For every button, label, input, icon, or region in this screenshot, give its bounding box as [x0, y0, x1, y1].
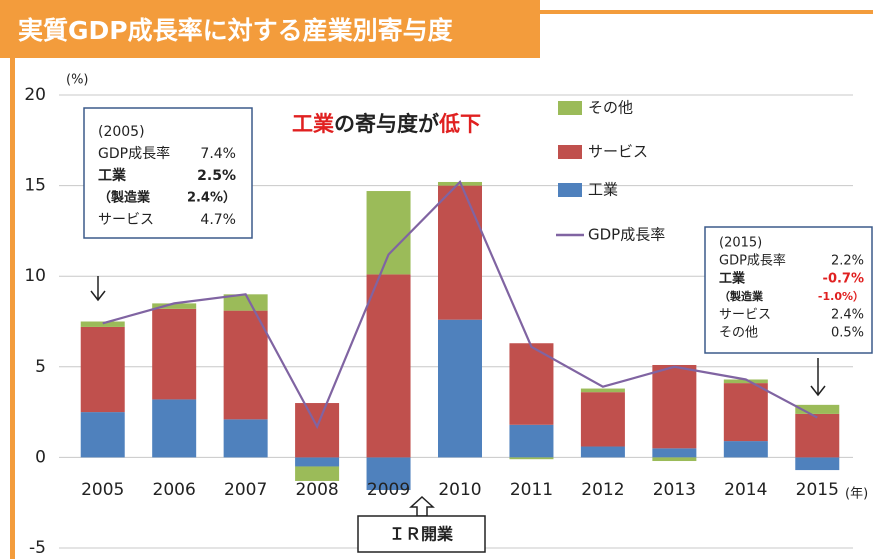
bar-segment: [80, 326, 125, 413]
annotation-title: (2005): [98, 124, 145, 140]
bar-segment: [509, 343, 554, 425]
bar-segment: [580, 388, 625, 393]
annotation-label: GDP成長率: [719, 253, 786, 269]
line-series: [102, 180, 818, 430]
ir-box: [357, 515, 486, 553]
title-bar: [0, 0, 540, 58]
annotation-label: サービス: [719, 308, 771, 323]
bar-segment: [438, 185, 482, 320]
bar-segment: [80, 321, 125, 327]
bar-segment: [795, 457, 840, 471]
x-tick-label: 2011: [510, 480, 553, 500]
x-tick-label: 2015: [796, 480, 839, 500]
bar-segment: [652, 457, 697, 462]
annotation-value: 2.2%: [831, 254, 864, 269]
x-tick-label: 2012: [581, 480, 624, 500]
legend-swatch: [558, 145, 582, 159]
bar-segment: [366, 191, 411, 275]
frame-left: [10, 10, 15, 559]
annotation-label: その他: [719, 326, 758, 341]
legend-label: その他: [588, 99, 633, 117]
arrow: [810, 358, 826, 397]
annotation-title: (2015): [719, 236, 762, 251]
annotation-label: 工業: [719, 271, 746, 287]
y-tick-label: 5: [35, 357, 46, 377]
annotation-label: （製造業: [719, 289, 764, 303]
annotation-label: GDP成長率: [98, 145, 170, 162]
annotation-value: 2.4%: [831, 308, 864, 323]
bar-segment: [152, 303, 197, 309]
arrow: [90, 276, 106, 302]
chart-title: 実質GDP成長率に対する産業別寄与度: [18, 16, 453, 45]
bar-segment: [580, 446, 625, 458]
x-tick-label: 2007: [224, 480, 267, 500]
legend-label: 工業: [588, 181, 618, 199]
annotation-value: 2.4%）: [187, 190, 236, 206]
x-tick-label: 2013: [653, 480, 696, 500]
bar-segment: [223, 294, 268, 311]
bar-segment: [223, 419, 268, 458]
bar-segment: [580, 392, 625, 447]
bar-segment: [652, 364, 697, 449]
bar-segment: [795, 404, 840, 414]
bar-segment: [295, 457, 340, 467]
x-tick-label: 2008: [295, 480, 338, 500]
bar-segment: [438, 319, 482, 458]
bar-segment: [223, 310, 268, 420]
legend-label: サービス: [588, 143, 648, 161]
x-tick-label: 2005: [81, 480, 124, 500]
x-tick-label: 2006: [153, 480, 196, 500]
bar-segment: [723, 379, 768, 384]
legend-swatch: [558, 101, 582, 115]
legend-swatch: [558, 183, 582, 197]
bar-segment: [652, 448, 697, 458]
annotation-box: [704, 226, 873, 354]
bar-segment: [795, 413, 840, 458]
bar-segment: [80, 412, 125, 458]
annotation-label: 工業: [98, 167, 127, 184]
y-tick-label: 20: [24, 85, 46, 105]
x-axis-label: (年): [845, 487, 868, 502]
annotation-value: 2.5%: [197, 168, 236, 184]
bar-segment: [295, 403, 340, 458]
bar-segment: [366, 274, 411, 458]
headline-part: の寄与度が: [334, 112, 439, 136]
annotation-value: -0.7%: [823, 272, 864, 287]
bar-segment: [509, 424, 554, 458]
legend-label: GDP成長率: [588, 226, 665, 244]
headline-part: 工業: [292, 112, 335, 136]
annotation-label: サービス: [98, 212, 154, 228]
bar-segment: [295, 466, 340, 481]
annotation-value: 7.4%: [200, 146, 236, 162]
bar-segment: [366, 457, 411, 491]
annotation-value: 4.7%: [200, 212, 236, 228]
headline: 工業の寄与度が低下: [292, 112, 481, 136]
bar-segment: [723, 383, 768, 442]
y-tick-label: 0: [35, 447, 46, 467]
annotation-value: 0.5%: [831, 326, 864, 341]
bar-segment: [152, 399, 197, 458]
x-tick-label: 2014: [724, 480, 767, 500]
y-tick-label: 10: [24, 266, 46, 286]
annotation-value: -1.0%）: [818, 290, 864, 303]
bar-segment: [509, 457, 554, 460]
y-axis-label: (%): [66, 73, 89, 88]
bar-segment: [152, 308, 197, 400]
headline-part: 低下: [438, 112, 481, 136]
x-tick-label: 2009: [367, 480, 410, 500]
x-tick-label: 2010: [438, 480, 481, 500]
annotation-box: [83, 107, 253, 239]
annotation-label: （製造業: [98, 190, 151, 206]
ir-label: ＩＲ開業: [389, 525, 454, 544]
bar-segment: [723, 441, 768, 458]
y-tick-label: -5: [29, 538, 46, 558]
y-tick-label: 15: [24, 176, 46, 196]
up-arrow: [409, 495, 435, 517]
